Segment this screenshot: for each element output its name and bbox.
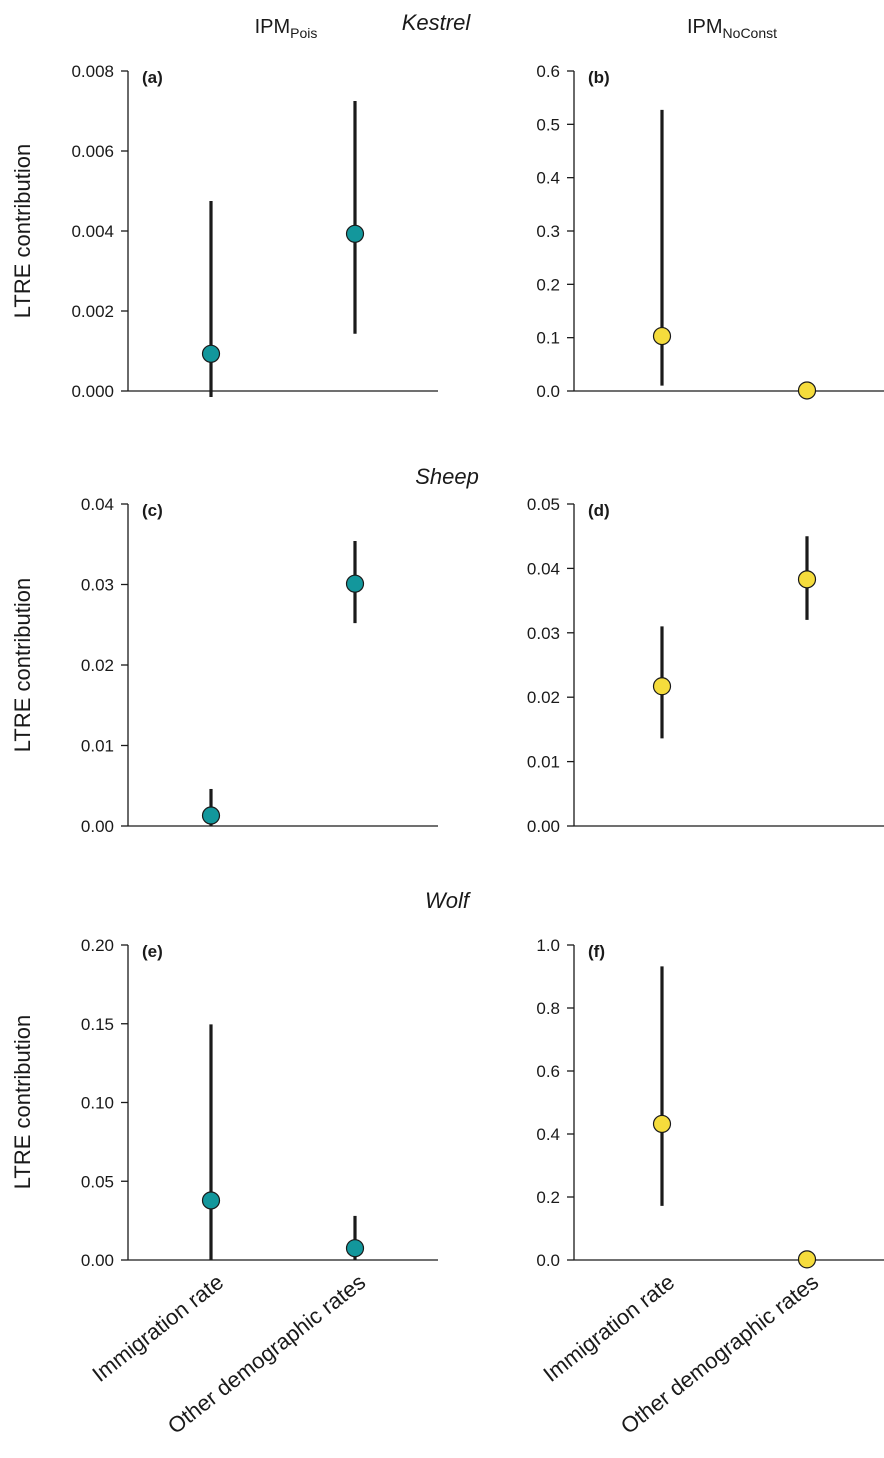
panel-d: 0.00 0.01 0.02 0.03 0.04 0.05 (d) xyxy=(527,495,884,836)
y-tick-label: 0.006 xyxy=(71,142,114,161)
y-tick-label: 0.01 xyxy=(81,737,114,756)
header-right: IPMNoConst xyxy=(687,16,777,41)
data-point xyxy=(201,806,221,825)
y-tick-label: 0.4 xyxy=(536,169,560,188)
y-tick-label: 0.04 xyxy=(81,495,114,514)
data-point xyxy=(652,326,672,346)
y-tick-label: 0.0 xyxy=(536,1251,560,1270)
y-tick-label: 0.6 xyxy=(536,1062,560,1081)
data-point xyxy=(652,677,672,696)
panel-letter: (e) xyxy=(142,942,163,961)
y-tick-label: 0.00 xyxy=(527,817,560,836)
y-tick-label: 0.4 xyxy=(536,1125,560,1144)
category-label-immigration-right: Immigration rate xyxy=(538,1269,679,1387)
y-tick-label: 0.1 xyxy=(536,329,560,348)
data-point xyxy=(345,1239,365,1258)
header-left-sub: Pois xyxy=(290,25,317,41)
panel-c: 0.00 0.01 0.02 0.03 0.04 (c) xyxy=(81,495,438,836)
y-tick-label: 0.004 xyxy=(71,222,114,241)
y-axis-label-row2: LTRE contribution xyxy=(10,578,35,752)
species-label-kestrel: Kestrel xyxy=(402,10,472,35)
y-tick-label: 0.000 xyxy=(71,382,114,401)
y-tick-label: 0.00 xyxy=(81,1251,114,1270)
panel-b: 0.0 0.1 0.2 0.3 0.4 0.5 0.6 (b) xyxy=(536,62,884,401)
data-point xyxy=(797,381,817,400)
data-point xyxy=(345,224,365,243)
y-tick-label: 0.00 xyxy=(81,817,114,836)
data-point xyxy=(201,344,221,363)
panel-letter: (c) xyxy=(142,501,163,520)
data-point xyxy=(345,574,365,593)
y-tick-label: 0.03 xyxy=(527,624,560,643)
species-label-sheep: Sheep xyxy=(415,464,479,489)
y-tick-label: 0.05 xyxy=(527,495,560,514)
y-tick-label: 0.10 xyxy=(81,1094,114,1113)
y-tick-label: 0.002 xyxy=(71,302,114,321)
panel-letter: (d) xyxy=(588,501,610,520)
y-tick-label: 0.5 xyxy=(536,115,560,134)
data-point xyxy=(797,570,817,589)
category-label-immigration-left: Immigration rate xyxy=(87,1269,228,1387)
y-axis-label-row3: LTRE contribution xyxy=(10,1015,35,1189)
header-right-sub: NoConst xyxy=(723,25,778,41)
y-tick-label: 1.0 xyxy=(536,936,560,955)
panel-letter: (b) xyxy=(588,68,610,87)
y-tick-label: 0.2 xyxy=(536,1188,560,1207)
y-tick-label: 0.02 xyxy=(527,688,560,707)
y-tick-label: 0.20 xyxy=(81,936,114,955)
y-tick-label: 0.05 xyxy=(81,1172,114,1191)
panel-letter: (a) xyxy=(142,68,163,87)
panel-letter: (f) xyxy=(588,942,605,961)
header-right-main: IPM xyxy=(687,16,723,38)
header-left: IPMPois xyxy=(255,16,318,41)
y-tick-label: 0.8 xyxy=(536,999,560,1018)
y-tick-label: 0.01 xyxy=(527,753,560,772)
y-axis-label-row1: LTRE contribution xyxy=(10,144,35,318)
y-tick-label: 0.02 xyxy=(81,656,114,675)
species-label-wolf: Wolf xyxy=(425,888,472,913)
panel-e: 0.00 0.05 0.10 0.15 0.20 (e) xyxy=(81,936,438,1270)
y-tick-label: 0.3 xyxy=(536,222,560,241)
y-tick-label: 0.03 xyxy=(81,576,114,595)
data-point xyxy=(797,1250,817,1269)
panel-a: 0.000 0.002 0.004 0.006 0.008 (a) xyxy=(71,62,438,401)
y-tick-label: 0.6 xyxy=(536,62,560,81)
data-point xyxy=(201,1191,221,1210)
data-point xyxy=(652,1114,672,1134)
y-tick-label: 0.04 xyxy=(527,559,560,578)
header-left-main: IPM xyxy=(255,16,291,38)
panel-f: 0.0 0.2 0.4 0.6 0.8 1.0 (f) xyxy=(536,936,884,1270)
y-tick-label: 0.008 xyxy=(71,62,114,81)
y-tick-label: 0.15 xyxy=(81,1015,114,1034)
y-tick-label: 0.2 xyxy=(536,275,560,294)
y-tick-label: 0.0 xyxy=(536,382,560,401)
